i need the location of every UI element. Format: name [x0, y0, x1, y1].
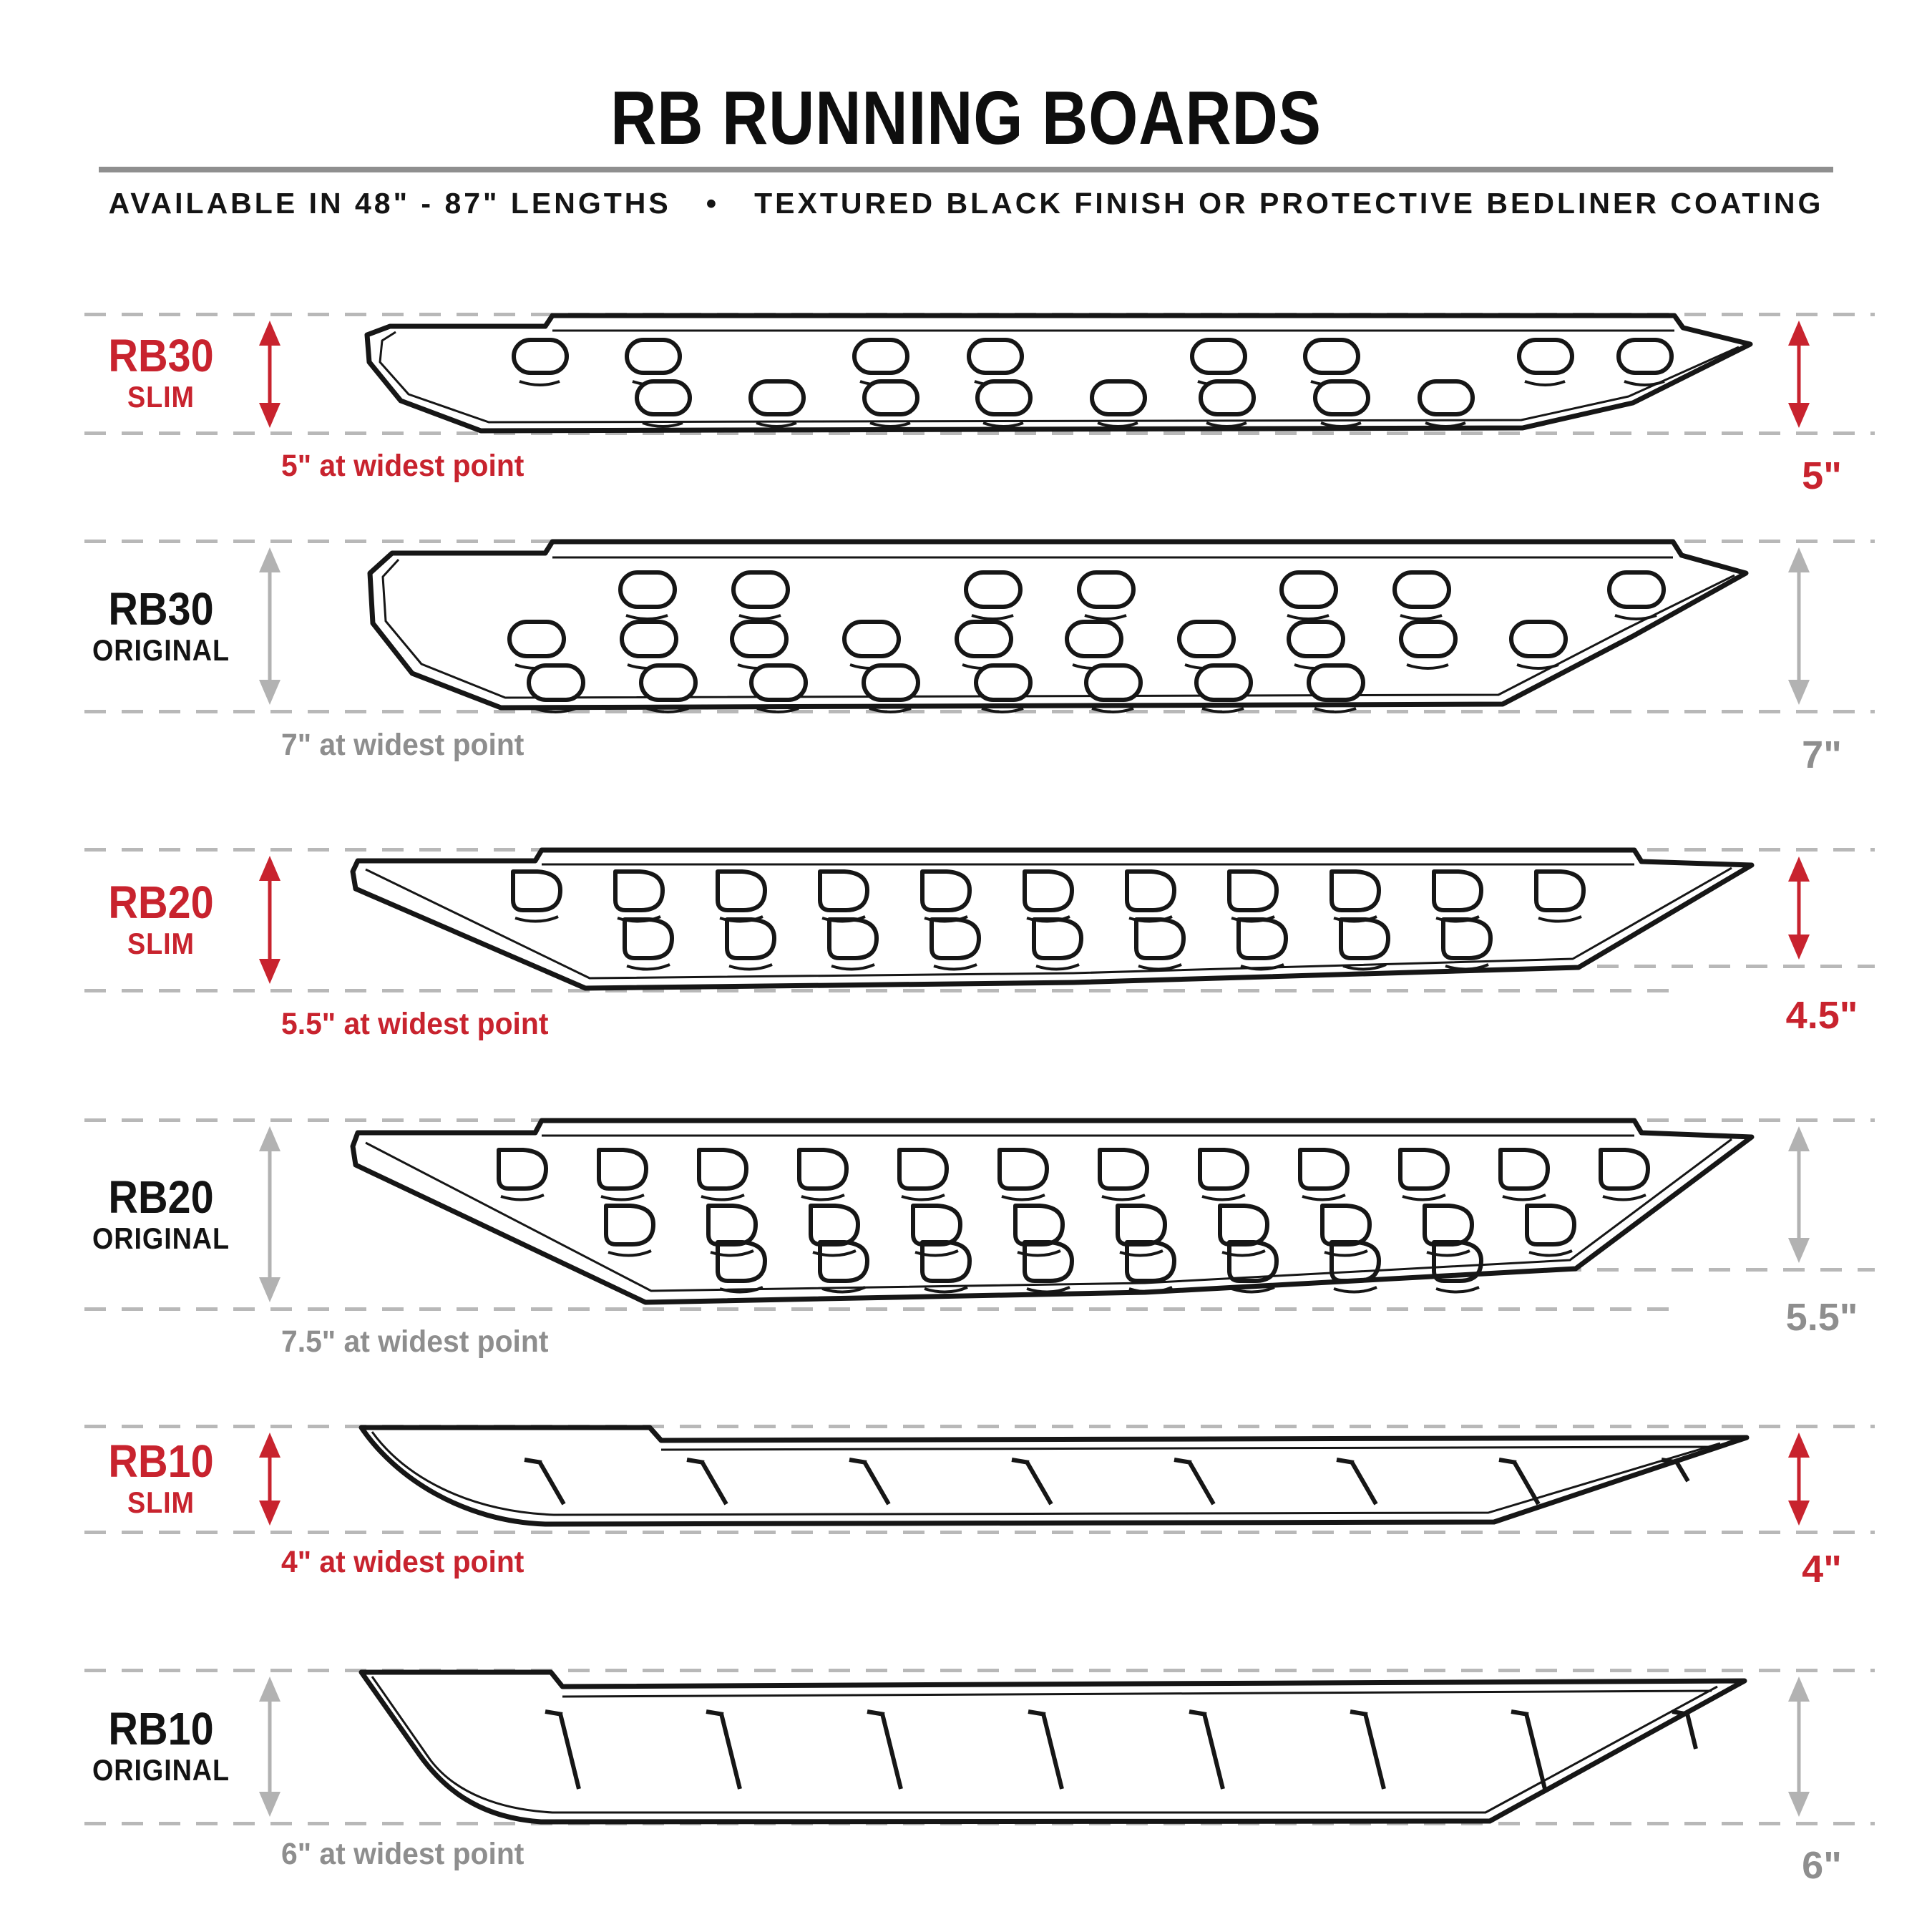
- board-drawing-rb20-original: [350, 1118, 1755, 1305]
- model-label: RB10 ORIGINAL: [71, 1670, 251, 1823]
- page-title: RB RUNNING BOARDS: [610, 76, 1322, 160]
- right-dimension: 5.5": [1785, 1296, 1858, 1339]
- dimension-guide-line: [84, 1531, 1875, 1534]
- model-variant: ORIGINAL: [92, 1221, 230, 1255]
- dimension-guide-line: [84, 1307, 1682, 1311]
- model-variant: SLIM: [127, 1485, 195, 1520]
- dimension-guide-line: [84, 431, 1875, 435]
- board-drawing-rb30-slim: [364, 313, 1753, 434]
- dimension-guide-line: [84, 1425, 1875, 1428]
- dimension-arrow: [259, 1433, 280, 1526]
- dimension-arrow: [259, 1126, 280, 1302]
- slot-pattern: [497, 1148, 1650, 1294]
- dimension-arrow: [1788, 1677, 1810, 1817]
- right-dimension: 5": [1802, 454, 1842, 497]
- tread-slash-pattern: [545, 1709, 1698, 1790]
- dimension-guide-line: [84, 710, 1875, 713]
- model-label: RB30 ORIGINAL: [71, 541, 251, 712]
- model-name: RB10: [108, 1703, 214, 1755]
- right-dimension: 7": [1802, 733, 1842, 776]
- model-variant: SLIM: [127, 927, 195, 961]
- slot-pattern: [511, 869, 1586, 971]
- page-subtitle: AVAILABLE IN 48" - 87" LENGTHS • TEXTURE…: [108, 187, 1824, 220]
- width-caption: 7" at widest point: [281, 728, 525, 762]
- width-caption: 5" at widest point: [281, 449, 525, 483]
- dimension-arrow: [259, 1677, 280, 1817]
- model-label: RB10 SLIM: [71, 1426, 251, 1532]
- dimension-arrow: [1788, 547, 1810, 705]
- model-label: RB20 SLIM: [71, 849, 251, 991]
- model-label: RB20 ORIGINAL: [71, 1120, 251, 1309]
- dimension-arrow: [259, 321, 280, 428]
- model-name: RB20: [108, 1171, 214, 1223]
- board-drawing-rb10-original: [358, 1669, 1747, 1825]
- model-name: RB10: [108, 1435, 214, 1488]
- slot-pattern: [512, 338, 1674, 428]
- right-dimension: 4.5": [1785, 994, 1858, 1037]
- title-divider-line: [99, 167, 1833, 172]
- dimension-guide-line: [1560, 1268, 1875, 1272]
- right-dimension: 4": [1802, 1548, 1842, 1591]
- board-drawing-rb30-original: [367, 539, 1749, 713]
- width-caption: 7.5" at widest point: [281, 1324, 549, 1359]
- tread-slash-pattern: [524, 1458, 1690, 1506]
- dimension-guide-line: [84, 989, 1682, 992]
- dimension-guide-line: [1560, 965, 1875, 968]
- width-caption: 5.5" at widest point: [281, 1007, 549, 1041]
- model-variant: ORIGINAL: [92, 633, 230, 667]
- model-name: RB20: [108, 877, 214, 929]
- dimension-arrow: [259, 856, 280, 984]
- width-caption: 4" at widest point: [281, 1545, 525, 1579]
- model-name: RB30: [108, 330, 214, 382]
- right-dimension: 6": [1802, 1844, 1842, 1887]
- dimension-arrow: [1788, 321, 1810, 428]
- dimension-arrow: [259, 547, 280, 705]
- width-caption: 6" at widest point: [281, 1837, 525, 1871]
- board-drawing-rb20-slim: [350, 847, 1755, 991]
- dimension-arrow: [1788, 857, 1810, 960]
- dimension-arrow: [1788, 1126, 1810, 1263]
- model-name: RB30: [108, 582, 214, 635]
- model-label: RB30 SLIM: [71, 314, 251, 433]
- dimension-guide-line: [84, 1669, 1875, 1672]
- model-variant: ORIGINAL: [92, 1753, 230, 1787]
- model-variant: SLIM: [127, 380, 195, 414]
- board-drawing-rb10-slim: [358, 1425, 1750, 1527]
- slot-pattern: [507, 570, 1666, 713]
- dimension-arrow: [1788, 1433, 1810, 1526]
